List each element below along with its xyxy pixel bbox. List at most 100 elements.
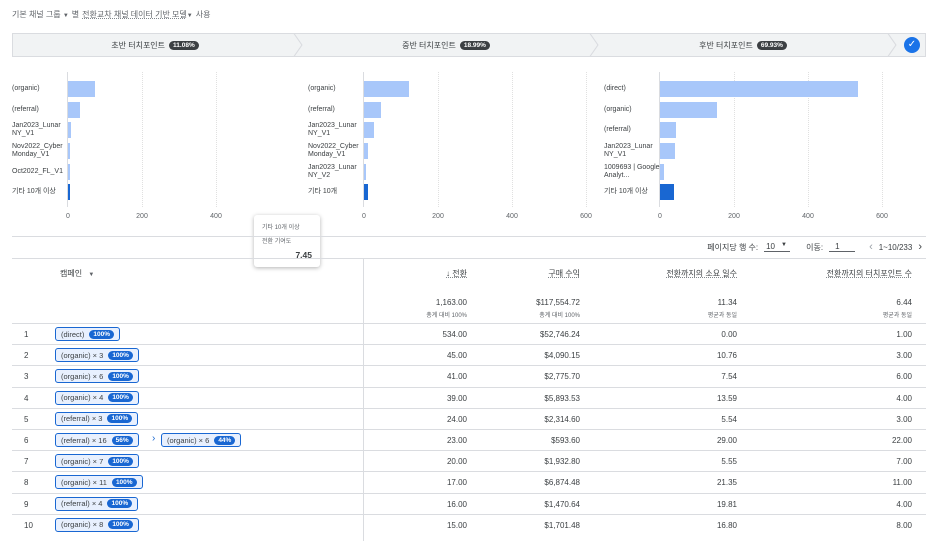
- avg-days: 11.34 평균과 동일: [707, 298, 737, 319]
- check-icon[interactable]: ✓: [904, 37, 920, 53]
- table-row[interactable]: 4 (organic) × 4 100% 39.00 $5,893.53 13.59 4.0…: [12, 386, 926, 408]
- total-revenue: $117,554.72 총계 대비 100%: [536, 298, 580, 319]
- chevron-down-icon: ▼: [62, 13, 69, 19]
- chart-bar[interactable]: [660, 81, 858, 97]
- table-row[interactable]: 6 (referral) × 16 56% › (organic) × 6 44% 23.0…: [12, 429, 926, 450]
- chart-bar[interactable]: [68, 102, 81, 118]
- chart-axis: [67, 72, 68, 207]
- tooltip-subtitle: 전환 기여도: [262, 239, 292, 245]
- table-row[interactable]: 9 (referral) × 4 100% 16.00 $1,470.64 19.81 4.…: [12, 492, 926, 514]
- path-chip[interactable]: (direct) 100%: [55, 327, 120, 341]
- chart-bar[interactable]: [364, 122, 375, 138]
- goto-label: 이동:: [806, 242, 824, 252]
- path-chip[interactable]: (referral) × 3 100%: [55, 411, 139, 426]
- prev-page-icon[interactable]: ‹: [869, 241, 873, 253]
- chart-bar[interactable]: [364, 164, 367, 180]
- rows-per-page-select[interactable]: 10 ▼: [764, 242, 791, 252]
- chart-tick-label: 0: [66, 213, 70, 220]
- table-row[interactable]: 2 (organic) × 3 100% 45.00 $4,090.15 10.76 3.0…: [12, 344, 926, 365]
- table-cell: $4,090.15: [544, 351, 580, 361]
- path-chip-pct: 100%: [107, 414, 133, 424]
- row-index: 2: [24, 351, 29, 361]
- column-divider: [363, 258, 364, 541]
- chart-gridline: [808, 72, 809, 207]
- table-cell: 16.00: [446, 499, 467, 509]
- table-row[interactable]: 8 (organic) × 11 100% 17.00 $6,874.48 21.35 11…: [12, 471, 926, 492]
- table-cell: 23.00: [446, 436, 467, 445]
- table-row[interactable]: 10 (organic) × 8 100% 15.00 $1,701.48 16.80 8.…: [12, 513, 926, 535]
- path-chip-label: (referral) × 4: [61, 499, 103, 509]
- goto-page-input[interactable]: 1: [829, 242, 856, 252]
- chevron-down-icon: ▼: [781, 242, 787, 248]
- chart-tick-label: 0: [658, 213, 662, 220]
- path-chip[interactable]: (organic) × 4 100%: [55, 390, 139, 405]
- table-cell: 5.54: [721, 414, 737, 424]
- chevron-down-icon: ▼: [186, 13, 193, 19]
- conversions-header[interactable]: ↓ 전환: [446, 269, 467, 278]
- path-chip-label: (direct): [61, 329, 85, 339]
- table-cell: 13.59: [716, 393, 737, 403]
- stage-pct-badge: 18.99%: [459, 40, 490, 50]
- path-chip-label: (organic) × 6: [61, 371, 104, 381]
- chart-gridline: [882, 72, 883, 207]
- chart-category-label: 기타 10개: [308, 188, 338, 195]
- chart-bar[interactable]: [364, 184, 368, 200]
- days-to-conversion-header[interactable]: 전환까지의 소요 일수: [666, 269, 737, 278]
- table-row[interactable]: 1 (direct) 100% 534.00 $52,746.24 0.00 1.00: [12, 323, 926, 344]
- attribution-bar-chart: 0 200 400 (organic) (referral) Jan2023_Lunar …: [12, 72, 308, 232]
- tooltip-value: 7.45: [295, 250, 312, 260]
- rows-per-page-label: 페이지당 행 수:: [707, 242, 759, 252]
- table-cell: 6.00: [896, 372, 912, 382]
- chart-bar[interactable]: [660, 164, 665, 180]
- chart-category-label: 1009693 | Google Analyt...: [604, 164, 660, 179]
- path-chip[interactable]: (referral) × 16 56%: [55, 433, 139, 447]
- chart-gridline: [438, 72, 439, 207]
- divider: [12, 258, 926, 259]
- path-chip[interactable]: (organic) × 11 100%: [55, 475, 143, 490]
- table-cell: $6,874.48: [544, 478, 580, 488]
- chart-bar[interactable]: [68, 143, 70, 159]
- chart-bar[interactable]: [660, 143, 675, 159]
- chart-axis: [659, 72, 660, 207]
- touchpoints-header[interactable]: 전환까지의 터치포인트 수: [826, 269, 912, 278]
- campaign-column-header[interactable]: 캠페인 ▼: [60, 269, 95, 278]
- path-chip-pct: 100%: [89, 329, 114, 339]
- chart-bar[interactable]: [68, 164, 70, 180]
- row-index: 9: [24, 499, 29, 509]
- stage-late[interactable]: 후반 터치포인트 69.93%: [594, 33, 892, 57]
- next-page-icon[interactable]: ›: [918, 241, 922, 253]
- chart-bar[interactable]: [364, 102, 382, 118]
- chart-bar[interactable]: [68, 122, 71, 138]
- table-cell: 29.00: [716, 436, 737, 445]
- path-chip-pct: 100%: [108, 456, 133, 466]
- table-cell: 8.00: [896, 520, 912, 530]
- path-chip[interactable]: (referral) × 4 100%: [55, 496, 139, 511]
- path-chip[interactable]: (organic) × 3 100%: [55, 348, 139, 363]
- model-dropdown[interactable]: 전환교차 채널 데이터 기반 모델▼: [82, 10, 193, 19]
- channel-group-dropdown[interactable]: 기본 채널 그룹 ▼: [12, 10, 69, 19]
- chart-bar[interactable]: [660, 102, 718, 118]
- path-chip[interactable]: (organic) × 7 100%: [55, 454, 139, 469]
- chart-bar[interactable]: [660, 184, 674, 200]
- attribution-bar-chart: 0 200 400 600 (direct) (organic) (referral) Jan…: [604, 72, 900, 232]
- chart-bar[interactable]: [68, 184, 70, 200]
- path-chip[interactable]: (organic) × 6 100%: [55, 369, 139, 384]
- table-cell: 16.80: [716, 520, 737, 530]
- table-row[interactable]: 5 (referral) × 3 100% 24.00 $2,314.60 5.54 3.0…: [12, 407, 926, 429]
- table-row[interactable]: 3 (organic) × 6 100% 41.00 $2,775.70 7.54 6.00: [12, 365, 926, 386]
- chart-category-label: Nov2022_Cyber Monday_V1: [12, 143, 63, 158]
- path-chip-pct: 100%: [108, 520, 133, 530]
- revenue-header[interactable]: 구매 수익: [548, 269, 580, 278]
- chart-gridline: [586, 72, 587, 207]
- path-chip[interactable]: (organic) × 8 100%: [55, 517, 139, 532]
- chart-bar[interactable]: [660, 122, 676, 138]
- path-chip[interactable]: (organic) × 6 44%: [161, 433, 242, 447]
- chart-category-label: (organic): [12, 85, 40, 92]
- row-index: 4: [24, 393, 29, 403]
- table-row[interactable]: 7 (organic) × 7 100% 20.00 $1,932.80 5.55 7.00: [12, 450, 926, 471]
- stage-early[interactable]: 초반 터치포인트 11.08%: [12, 33, 298, 57]
- stage-middle[interactable]: 중반 터치포인트 18.99%: [298, 33, 594, 57]
- chart-bar[interactable]: [68, 81, 95, 97]
- chart-bar[interactable]: [364, 81, 410, 97]
- chart-bar[interactable]: [364, 143, 368, 159]
